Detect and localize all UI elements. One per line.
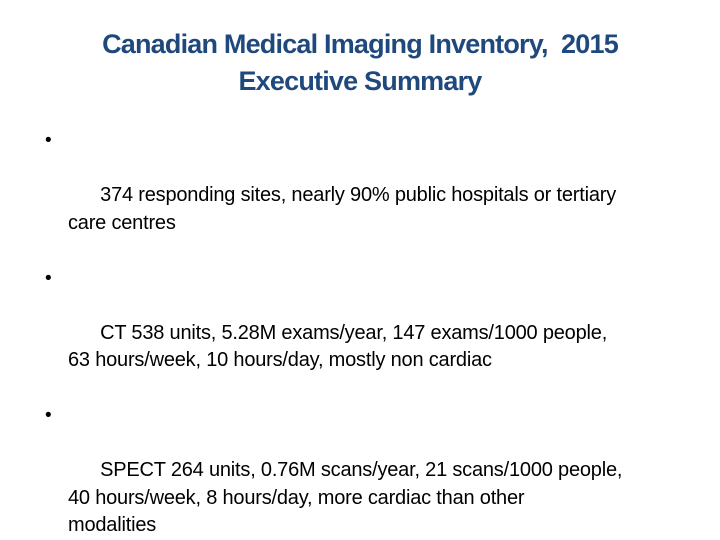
bullet-dot-icon: • [45, 267, 52, 289]
bullet-text: CT 538 units, 5.28M exams/year, 147 exam… [68, 321, 608, 372]
bullet-item-responding-sites: • 374 responding sites, nearly 90% publi… [44, 127, 696, 265]
bullet-item-ct: • CT 538 units, 5.28M exams/year, 147 ex… [44, 265, 696, 403]
slide-title-line-1: Canadian Medical Imaging Inventory, 2015 [102, 29, 619, 59]
slide-title: Canadian Medical Imaging Inventory, 2015… [0, 0, 720, 100]
bullet-text: 374 responding sites, nearly 90% public … [68, 184, 617, 234]
bullet-list: • 374 responding sites, nearly 90% publi… [44, 127, 696, 540]
bullet-text: SPECT 264 units, 0.76M scans/year, 21 sc… [68, 459, 623, 536]
bullet-dot-icon: • [45, 130, 52, 151]
bullet-item-spect: • SPECT 264 units, 0.76M scans/year, 21 … [44, 402, 696, 540]
bullet-dot-icon: • [45, 405, 52, 426]
slide-title-line-2: Executive Summary [238, 66, 482, 96]
